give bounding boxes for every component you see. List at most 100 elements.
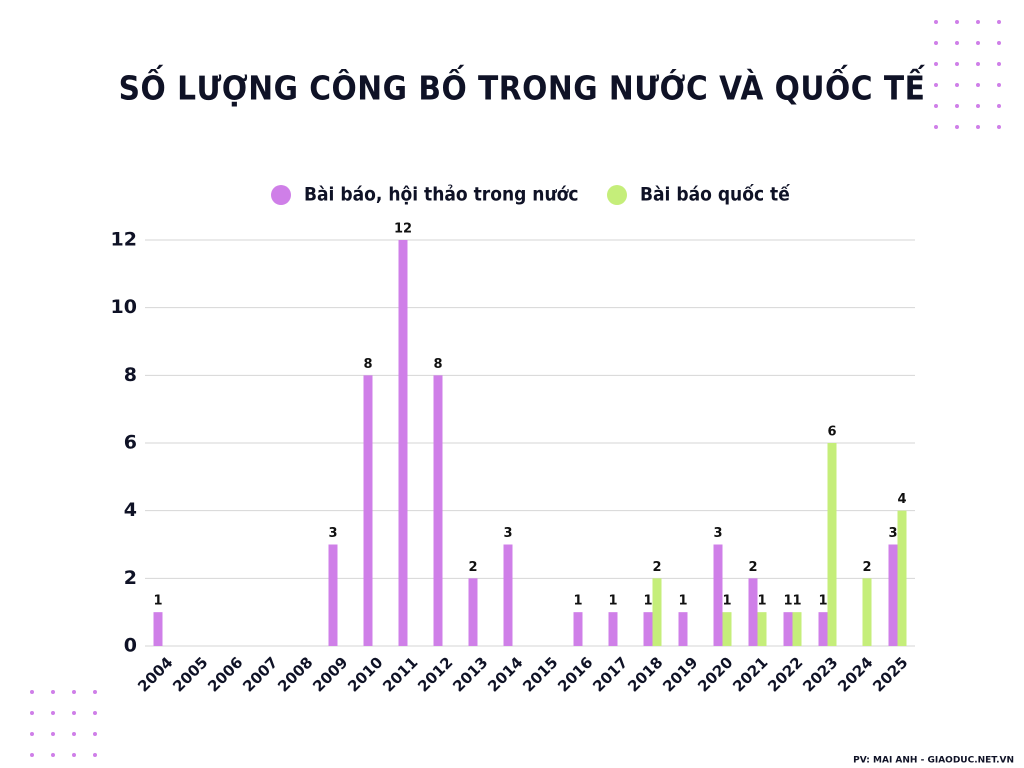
x-tick-label: 2005 bbox=[169, 653, 211, 695]
value-label: 3 bbox=[888, 526, 897, 541]
legend-marker bbox=[607, 185, 627, 205]
x-tick-label: 2016 bbox=[554, 653, 596, 695]
dot bbox=[93, 753, 97, 757]
dot bbox=[976, 104, 980, 108]
legend-label: Bài báo quốc tế bbox=[640, 183, 790, 206]
value-label: 3 bbox=[328, 526, 337, 541]
bar bbox=[862, 578, 872, 646]
dot bbox=[934, 125, 938, 129]
value-label: 1 bbox=[573, 594, 582, 609]
dot bbox=[997, 41, 1001, 45]
x-tick-label: 2023 bbox=[799, 653, 841, 695]
dot bbox=[997, 20, 1001, 24]
x-tick-label: 2012 bbox=[414, 653, 456, 695]
dot bbox=[30, 753, 34, 757]
value-label: 3 bbox=[713, 526, 722, 541]
bar bbox=[713, 544, 723, 646]
dot bbox=[934, 62, 938, 66]
dot bbox=[955, 125, 959, 129]
value-label: 12 bbox=[394, 222, 412, 237]
value-label: 2 bbox=[652, 560, 661, 575]
chart-title: SỐ LƯỢNG CÔNG BỐ TRONG NƯỚC VÀ QUỐC TẾ bbox=[119, 63, 926, 108]
value-label: 1 bbox=[608, 594, 617, 609]
bar bbox=[153, 612, 163, 646]
value-label: 1 bbox=[818, 594, 827, 609]
x-tick-label: 2013 bbox=[449, 653, 491, 695]
y-tick-label: 10 bbox=[111, 296, 137, 318]
bar bbox=[678, 612, 688, 646]
value-label: 1 bbox=[678, 594, 687, 609]
bar bbox=[608, 612, 618, 646]
value-label: 1 bbox=[722, 594, 731, 609]
dot bbox=[976, 125, 980, 129]
decor-dots bbox=[30, 20, 1001, 757]
x-tick-label: 2025 bbox=[869, 653, 911, 695]
dot bbox=[997, 83, 1001, 87]
dot bbox=[93, 732, 97, 736]
bar bbox=[643, 612, 653, 646]
value-label: 3 bbox=[503, 526, 512, 541]
x-tick-label: 2014 bbox=[484, 653, 526, 695]
x-tick-label: 2020 bbox=[694, 653, 736, 695]
y-tick-label: 0 bbox=[124, 635, 137, 657]
value-label: 2 bbox=[468, 560, 477, 575]
bar bbox=[722, 612, 732, 646]
value-label: 1 bbox=[757, 594, 766, 609]
value-label: 2 bbox=[862, 560, 871, 575]
value-label: 1 bbox=[643, 594, 652, 609]
dot bbox=[997, 125, 1001, 129]
y-tick-label: 4 bbox=[124, 499, 137, 521]
value-label: 2 bbox=[748, 560, 757, 575]
source: PV: MAI ANH - GIAODUC.NET.VN bbox=[853, 756, 1014, 766]
dot bbox=[997, 104, 1001, 108]
dot bbox=[30, 690, 34, 694]
dot bbox=[955, 62, 959, 66]
value-label: 1 bbox=[153, 594, 162, 609]
bar bbox=[433, 375, 443, 646]
value-label: 1 bbox=[783, 594, 792, 609]
value-label: 8 bbox=[363, 357, 372, 372]
dot bbox=[934, 20, 938, 24]
dot bbox=[51, 711, 55, 715]
dot bbox=[72, 753, 76, 757]
x-tick-label: 2006 bbox=[204, 653, 246, 695]
bar bbox=[363, 375, 373, 646]
x-tick-label: 2024 bbox=[834, 653, 876, 695]
dot bbox=[30, 711, 34, 715]
value-label: 4 bbox=[897, 492, 906, 507]
bar bbox=[888, 544, 898, 646]
value-label: 6 bbox=[827, 425, 836, 440]
dot bbox=[51, 690, 55, 694]
x-tick-label: 2008 bbox=[274, 653, 316, 695]
dot bbox=[976, 62, 980, 66]
bar bbox=[757, 612, 767, 646]
x-tick-label: 2009 bbox=[309, 653, 351, 695]
x-tick-label: 2015 bbox=[519, 653, 561, 695]
dot bbox=[51, 753, 55, 757]
y-tick-label: 2 bbox=[124, 567, 137, 589]
dot bbox=[72, 711, 76, 715]
legend-marker bbox=[271, 185, 291, 205]
dot bbox=[934, 41, 938, 45]
x-tick-label: 2007 bbox=[239, 653, 281, 695]
bar bbox=[818, 612, 828, 646]
x-tick-label: 2021 bbox=[729, 653, 771, 695]
bar bbox=[503, 544, 513, 646]
y-tick-label: 6 bbox=[124, 432, 137, 454]
x-tick-label: 2019 bbox=[659, 653, 701, 695]
dot bbox=[976, 83, 980, 87]
x-tick-label: 2004 bbox=[134, 653, 176, 695]
bar bbox=[783, 612, 793, 646]
y-tick-label: 12 bbox=[111, 229, 137, 251]
dot bbox=[976, 20, 980, 24]
bar bbox=[328, 544, 338, 646]
bar bbox=[573, 612, 583, 646]
x-tick-label: 2017 bbox=[589, 653, 631, 695]
x-tick-label: 2022 bbox=[764, 653, 806, 695]
bar bbox=[468, 578, 478, 646]
dot bbox=[955, 20, 959, 24]
dot bbox=[51, 732, 55, 736]
dot bbox=[934, 104, 938, 108]
dot bbox=[997, 62, 1001, 66]
